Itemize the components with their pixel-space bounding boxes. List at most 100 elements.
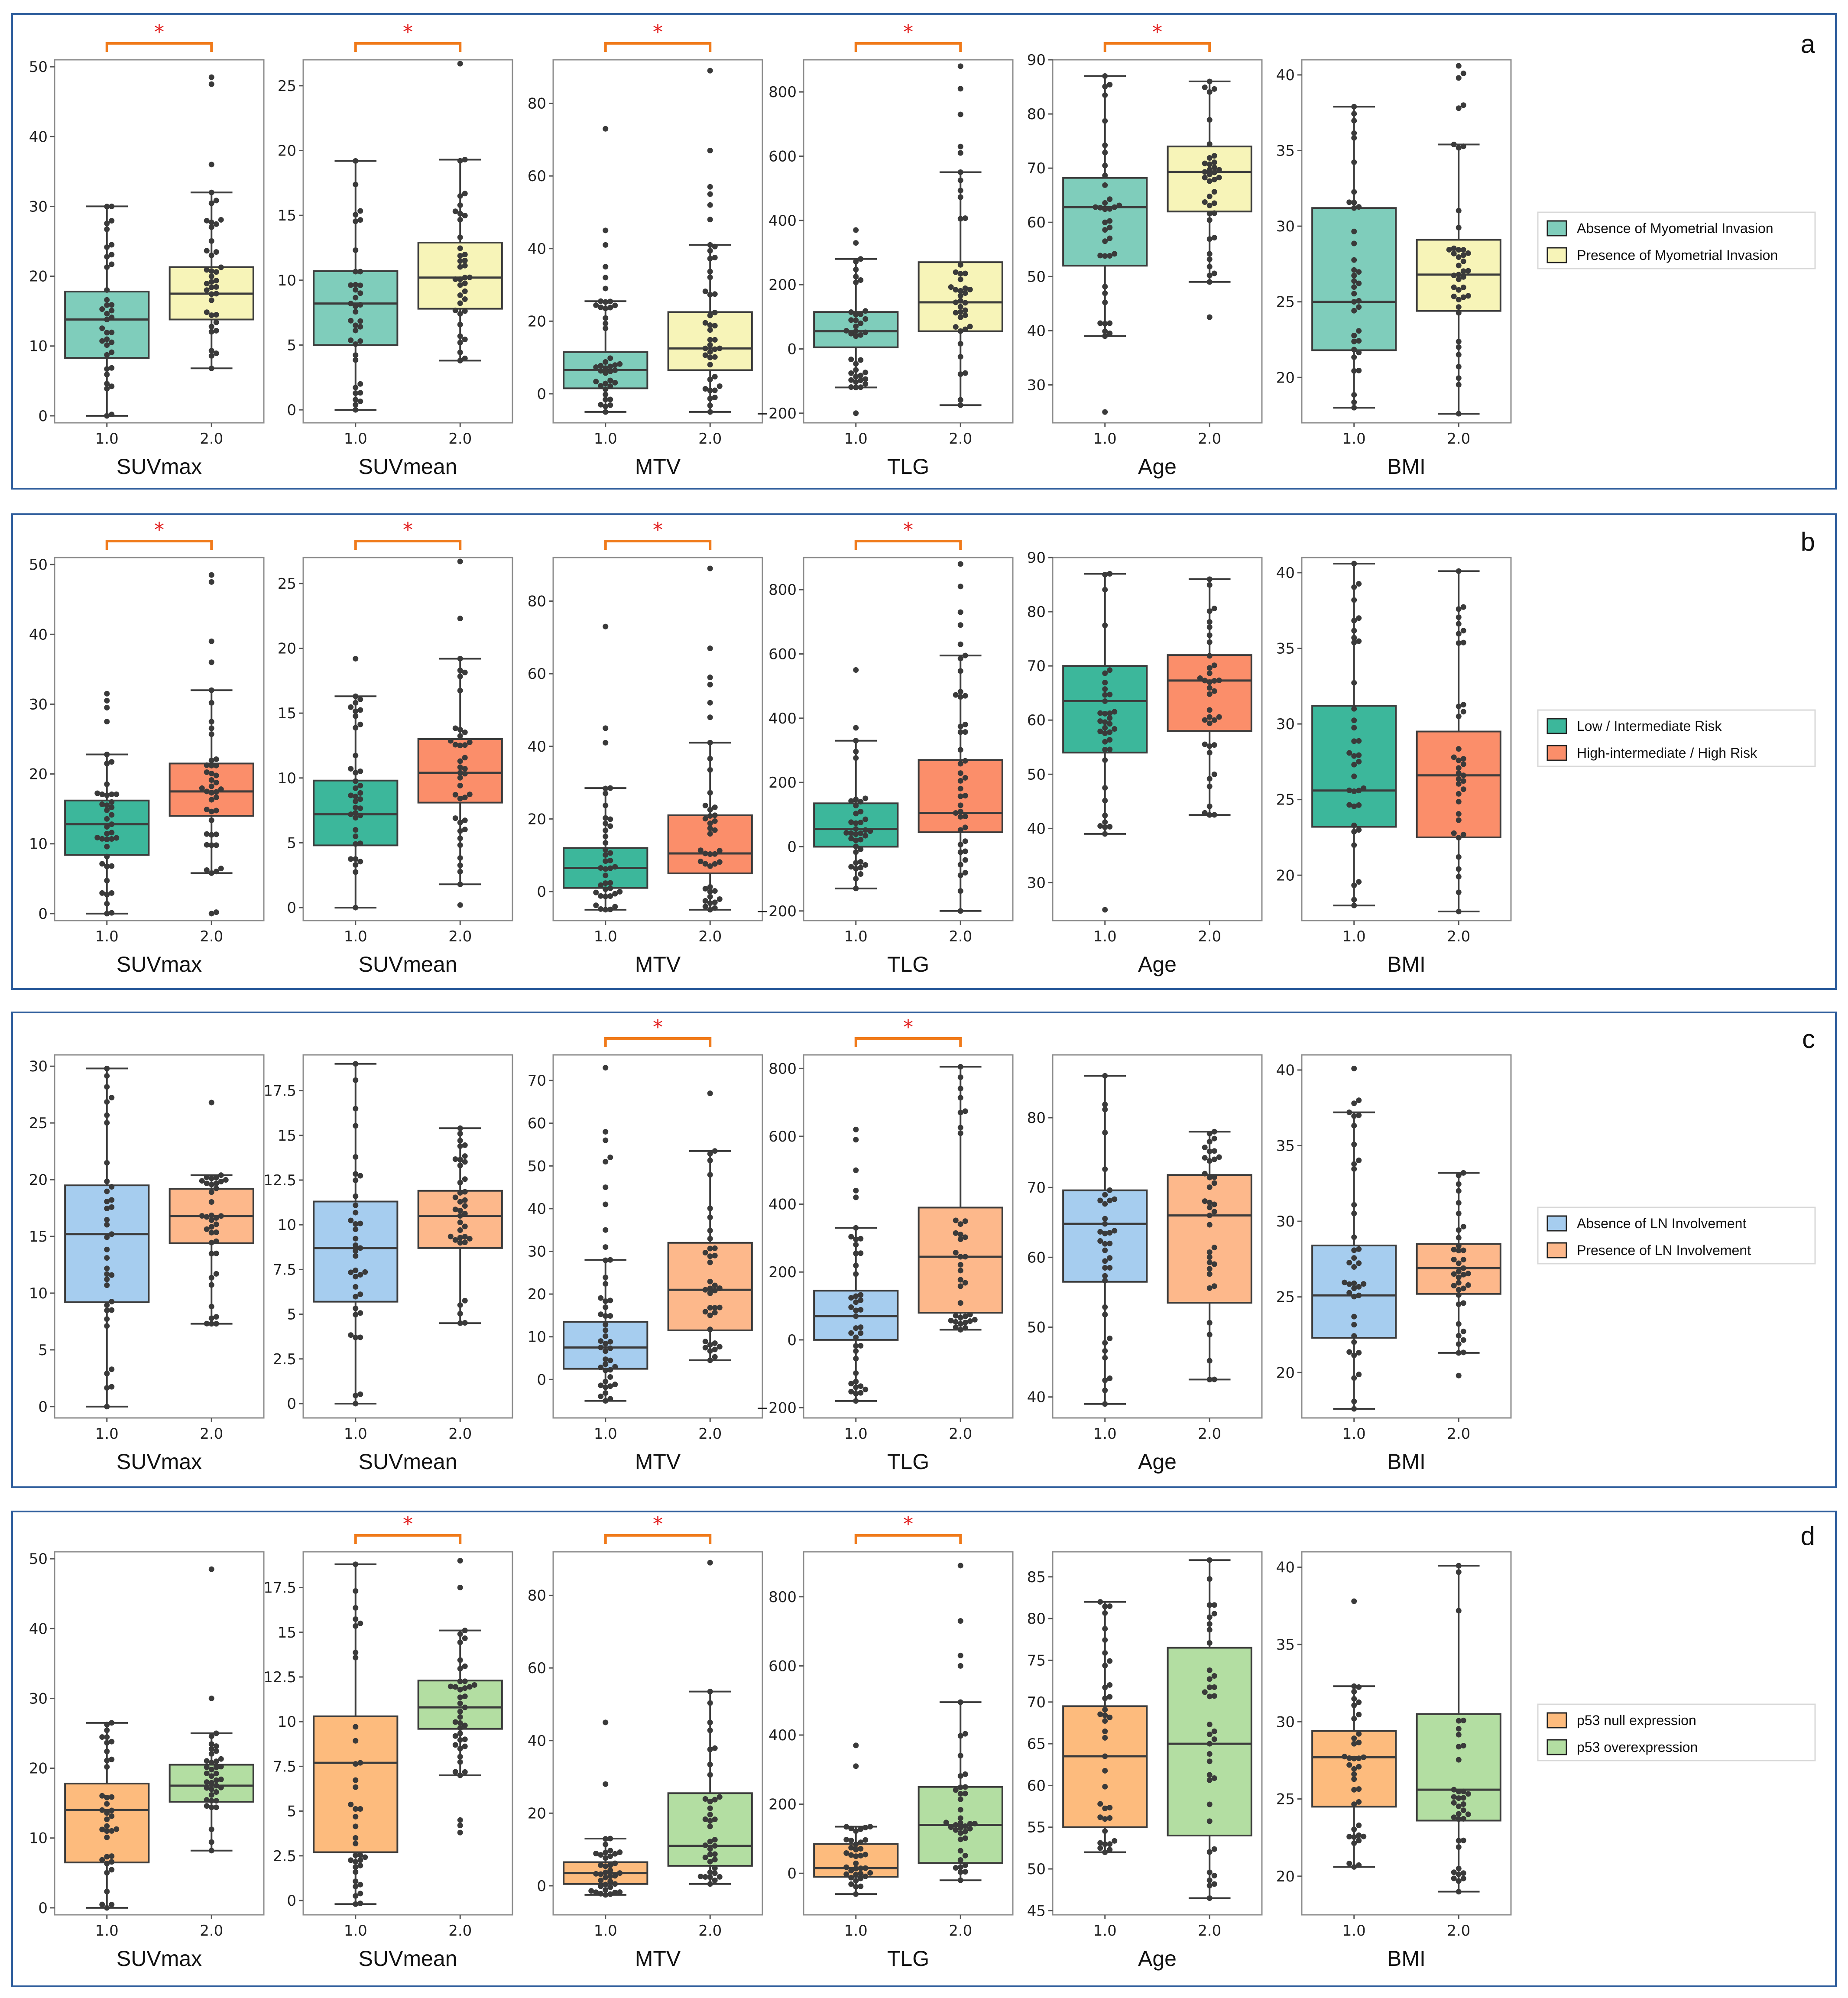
row-b-suvmean-point [462, 795, 468, 801]
row-b-bmi-point [1351, 897, 1357, 903]
row-b-tlg-point [853, 843, 859, 850]
row-d-tlg-point [853, 1865, 859, 1872]
row-d-mtv-point [707, 1798, 713, 1804]
row-c-bmi-point [1351, 1100, 1357, 1106]
row-b-suvmax-point [208, 870, 214, 876]
row-a-bmi-point [1351, 200, 1357, 206]
row-c-mtv-point [712, 1282, 718, 1288]
row-c-bmi-point [1346, 1290, 1352, 1296]
row-c-tlg-point [853, 1370, 859, 1376]
row-d-bmi-box-2 [1416, 1713, 1501, 1822]
row-c-age-point [1102, 1377, 1108, 1383]
row-c-suvmax-point [109, 1298, 115, 1304]
row-c-age-point [1206, 1249, 1213, 1255]
row-c-suvmean-ytick-label: 15 [278, 1127, 296, 1145]
row-b-age-point [1206, 582, 1213, 588]
row-c-tlg-ytick-label: 800 [768, 1060, 797, 1077]
row-d-suvmax-point [104, 1727, 110, 1733]
row-a-tlg-point [957, 309, 963, 315]
row-a-suvmax-point [104, 413, 110, 419]
row-a-bmi-point [1456, 411, 1462, 417]
row-b-age-point [1206, 691, 1213, 697]
row-d-age-point [1206, 1801, 1213, 1807]
row-b-bmi-point [1361, 785, 1367, 791]
row-d-suvmean-point [457, 1700, 463, 1706]
row-d-mtv-point [603, 1881, 609, 1888]
row-a-tlg-point [957, 288, 963, 294]
row-a-bmi-point [1451, 142, 1457, 148]
row-c-suvmax-point [109, 1184, 115, 1190]
row-b-suvmean-point [353, 834, 359, 840]
row-a-tlg-point [858, 384, 864, 390]
row-d-age-point [1102, 1684, 1108, 1690]
row-a-tlg-point [862, 308, 869, 314]
row-a-suvmean-point [353, 212, 359, 218]
row-b-bmi-point [1451, 830, 1457, 836]
row-a-suvmax-point [208, 273, 214, 279]
row-c-tlg-point [957, 1277, 963, 1283]
row-d-tlg-point [848, 1845, 854, 1851]
row-b-suvmean-point [462, 765, 468, 772]
row-b-suvmax-point [109, 791, 115, 798]
row-a-tlg-point [957, 371, 963, 377]
row-d-suvmean-point [357, 1857, 363, 1863]
row-c-suvmean-point [462, 1320, 468, 1326]
row-b-mtv-point [712, 812, 718, 818]
row-a-tlg-point [953, 310, 959, 316]
row-b-suvmean-significance-bracket [354, 540, 462, 550]
row-b-suvmax-point [109, 910, 115, 916]
row-a-suvmean-axis-title: SUVmean [359, 454, 457, 479]
row-c-tlg-point [853, 1225, 859, 1231]
row-c-suvmean-point [457, 1235, 463, 1241]
row-a-suvmean-xtick-label: 1.0 [344, 430, 367, 448]
row-c-suvmax-point [104, 1188, 110, 1194]
row-a-bmi-xtick-label: 2.0 [1447, 430, 1470, 448]
row-d-suvmean-point [357, 1806, 363, 1812]
row-d-tlg-point [962, 1862, 968, 1868]
row-d-mtv-point [707, 1839, 713, 1845]
row-d-suvmean-point [452, 1733, 458, 1739]
row-b-bmi-point [1351, 680, 1357, 686]
row-d-tlg-point [957, 1752, 963, 1758]
row-a-mtv-point [593, 302, 599, 308]
row-a-suvmean-point [357, 282, 363, 289]
row-c-suvmax-ytick-label: 25 [29, 1115, 48, 1132]
row-b-suvmean-point [353, 810, 359, 816]
row-a-suvmean-point [452, 276, 458, 282]
row-c-suvmax-point [213, 1181, 219, 1187]
row-b-age-ytick-label: 90 [1027, 549, 1046, 567]
row-c-suvmean-point [353, 1267, 359, 1273]
row-c-mtv-point [712, 1354, 718, 1360]
row-d-age-point [1107, 1815, 1113, 1821]
row-c-mtv-point [702, 1339, 708, 1345]
row-a-bmi-point [1456, 338, 1462, 344]
row-c-tlg-point [962, 1254, 968, 1260]
legend-d-label-2: p53 overexpression [1577, 1739, 1698, 1755]
row-d-age-point [1211, 1736, 1217, 1742]
row-b-bmi-point [1346, 787, 1352, 793]
row-c-bmi-point [1356, 1112, 1362, 1118]
row-b-suvmean-point [353, 793, 359, 799]
row-d-suvmax-point [213, 1789, 219, 1795]
row-a-tlg-point [957, 271, 963, 277]
row-c-tlg-point [853, 1126, 859, 1132]
row-d-suvmean-point [457, 1678, 463, 1684]
row-c-tlg-point [853, 1348, 859, 1354]
row-a-mtv-axis-title: MTV [635, 454, 681, 479]
row-b-bmi-point [1346, 802, 1352, 808]
row-d-tlg-point [957, 1699, 963, 1705]
row-b-mtv-point [603, 834, 609, 840]
row-a-tlg-point [853, 374, 859, 380]
row-b-mtv-point [712, 861, 718, 867]
row-b-bmi-point [1460, 778, 1466, 784]
row-b-tlg-point [858, 859, 864, 865]
row-b-age-point [1206, 639, 1213, 645]
row-b-bmi-point [1456, 770, 1462, 776]
row-d-age-point [1107, 1682, 1113, 1688]
row-a-tlg-point [957, 304, 963, 310]
row-b-suvmean-point [353, 700, 359, 706]
row-b-tlg-point [957, 785, 963, 791]
row-c-mtv-point [607, 1313, 613, 1319]
row-d-age-point [1097, 1711, 1103, 1717]
row-c-suvmean-point [457, 1131, 463, 1137]
